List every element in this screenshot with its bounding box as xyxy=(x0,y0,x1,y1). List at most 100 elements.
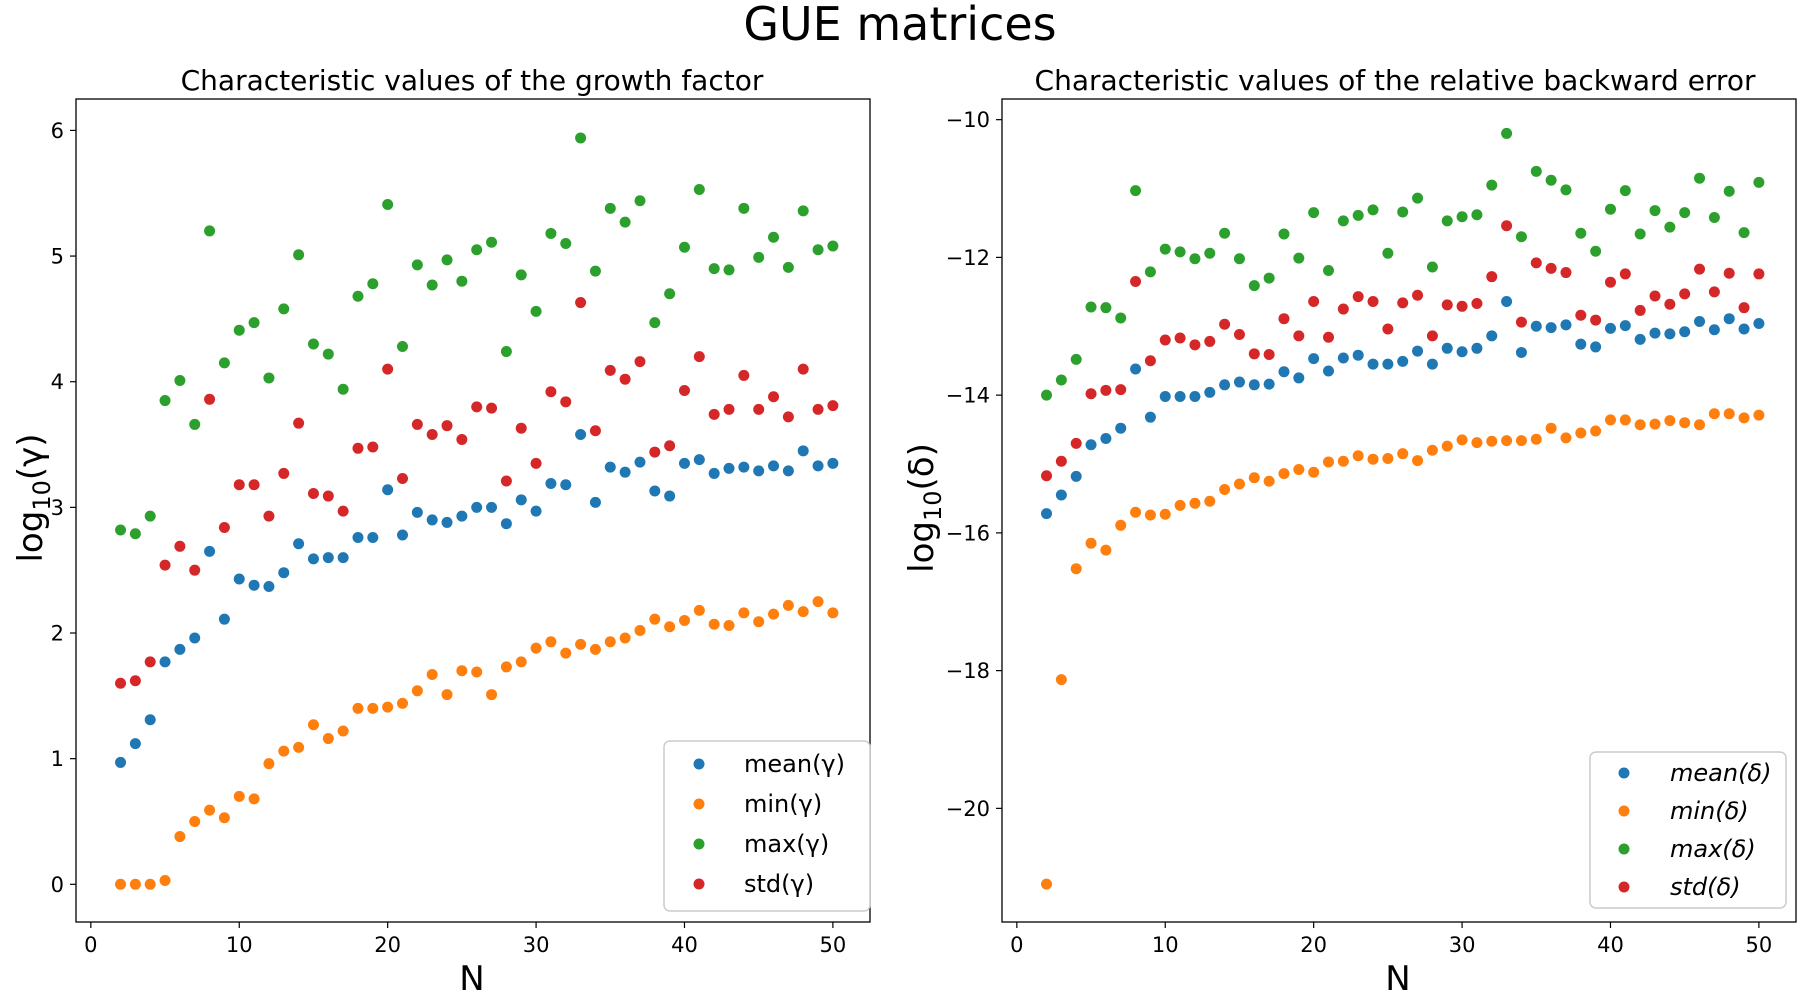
backward-error-x-tick-label: 40 xyxy=(1597,933,1624,957)
backward-error-point-max xyxy=(1708,211,1720,223)
growth-factor-point-mean xyxy=(589,496,601,508)
growth-factor-point-mean xyxy=(738,461,750,473)
growth-factor-point-min xyxy=(486,689,498,701)
backward-error-point-std xyxy=(1604,276,1616,288)
backward-error-point-mean xyxy=(1560,319,1572,331)
growth-factor-x-tick-label: 40 xyxy=(671,933,698,957)
growth-factor-point-max xyxy=(768,231,780,243)
backward-error-point-std xyxy=(1515,316,1527,328)
growth-factor-point-mean xyxy=(782,465,794,477)
backward-error-point-std xyxy=(1352,291,1364,303)
backward-error-point-min xyxy=(1159,508,1171,520)
growth-factor-point-std xyxy=(575,297,587,309)
backward-error-point-std xyxy=(1708,286,1720,298)
backward-error-point-mean xyxy=(1115,422,1127,434)
growth-factor-point-max xyxy=(575,132,587,144)
growth-factor-point-std xyxy=(753,403,765,415)
backward-error-legend-label-std: std(δ) xyxy=(1670,873,1741,901)
growth-factor-point-mean xyxy=(189,632,201,644)
backward-error-point-mean xyxy=(1604,322,1616,334)
growth-factor-point-min xyxy=(441,689,453,701)
growth-factor-point-min xyxy=(129,878,141,890)
growth-factor-point-mean xyxy=(307,553,319,565)
backward-error-legend-label-min: min(δ) xyxy=(1670,797,1749,825)
backward-error-point-max xyxy=(1501,127,1513,139)
growth-factor-x-tick-label: 20 xyxy=(374,933,401,957)
growth-factor-x-tick-label: 50 xyxy=(820,933,847,957)
backward-error-point-std xyxy=(1382,323,1394,335)
backward-error-point-max xyxy=(1590,245,1602,257)
growth-factor-point-std xyxy=(367,441,379,453)
growth-factor-point-max xyxy=(500,346,512,358)
backward-error-point-min xyxy=(1515,435,1527,447)
growth-factor-point-max xyxy=(397,341,409,353)
backward-error-point-min xyxy=(1738,412,1750,424)
growth-factor-legend-marker-mean xyxy=(693,758,705,770)
growth-factor-point-mean xyxy=(204,545,216,557)
backward-error-point-mean xyxy=(1501,295,1513,307)
backward-error-point-min xyxy=(1144,509,1156,521)
growth-factor-point-max xyxy=(233,324,245,336)
backward-error-point-min xyxy=(1456,434,1468,446)
backward-error-point-mean xyxy=(1664,328,1676,340)
backward-error-point-max xyxy=(1694,172,1706,184)
backward-error-point-min xyxy=(1041,878,1053,890)
growth-factor-point-mean xyxy=(664,490,676,502)
growth-factor-point-max xyxy=(797,205,809,217)
backward-error-point-max xyxy=(1308,207,1320,219)
backward-error-point-max xyxy=(1397,206,1409,218)
backward-error-point-std xyxy=(1189,339,1201,351)
backward-error-point-mean xyxy=(1679,326,1691,338)
growth-factor-point-std xyxy=(782,411,794,423)
growth-factor-point-std xyxy=(589,425,601,437)
backward-error-point-mean xyxy=(1263,378,1275,390)
backward-error-point-mean xyxy=(1723,313,1735,325)
growth-factor-point-min xyxy=(293,741,305,753)
growth-factor-point-mean xyxy=(263,581,275,593)
backward-error-point-std xyxy=(1144,355,1156,367)
growth-factor-point-std xyxy=(293,417,305,429)
backward-error-point-mean xyxy=(1738,323,1750,335)
backward-error-point-max xyxy=(1515,231,1527,243)
growth-factor-point-min xyxy=(174,831,186,843)
backward-error-point-max xyxy=(1293,252,1305,264)
backward-error-point-mean xyxy=(1233,376,1245,388)
backward-error-point-std xyxy=(1130,276,1142,288)
growth-factor-point-std xyxy=(723,403,735,415)
growth-factor-point-mean xyxy=(441,516,453,528)
growth-factor-point-max xyxy=(589,265,601,277)
backward-error-point-min xyxy=(1278,468,1290,480)
backward-error-point-std xyxy=(1530,257,1542,269)
growth-factor-y-label-sub: 10 xyxy=(28,480,56,511)
backward-error-point-max xyxy=(1248,280,1260,292)
backward-error-point-max xyxy=(1560,184,1572,196)
growth-factor-point-max xyxy=(218,357,230,369)
backward-error-point-std xyxy=(1159,334,1171,346)
backward-error-point-max xyxy=(1085,301,1097,313)
growth-factor-point-mean xyxy=(560,479,572,491)
backward-error-point-min xyxy=(1070,563,1082,575)
backward-error-point-std xyxy=(1263,349,1275,361)
backward-error-point-max xyxy=(1337,215,1349,227)
growth-factor-point-std xyxy=(411,418,423,430)
growth-factor-legend-marker-min xyxy=(693,798,705,810)
growth-factor-point-mean xyxy=(693,454,705,466)
growth-factor-point-max xyxy=(189,418,201,430)
growth-factor-point-max xyxy=(753,251,765,263)
growth-factor-point-mean xyxy=(827,457,839,469)
backward-error-point-mean xyxy=(1634,333,1646,345)
growth-factor-point-min xyxy=(634,624,646,636)
growth-factor-legend: mean(γ) min(γ) max(γ) std(γ) xyxy=(663,740,871,912)
growth-factor-point-max xyxy=(664,288,676,300)
growth-factor-point-std xyxy=(204,393,216,405)
backward-error-point-max xyxy=(1426,261,1438,273)
backward-error-point-max xyxy=(1115,312,1127,324)
growth-factor-point-mean xyxy=(159,656,171,668)
growth-factor-point-max xyxy=(545,227,557,239)
backward-error-point-mean xyxy=(1590,341,1602,353)
backward-error-point-std xyxy=(1055,455,1067,467)
growth-factor-point-mean xyxy=(233,573,245,585)
backward-error-point-std xyxy=(1323,331,1335,343)
growth-factor-point-mean xyxy=(604,461,616,473)
growth-factor-point-min xyxy=(560,647,572,659)
